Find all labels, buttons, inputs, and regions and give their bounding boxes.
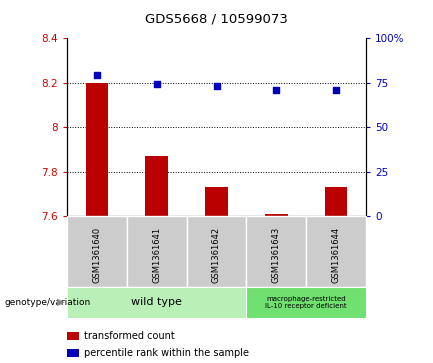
Point — [153, 81, 160, 87]
Bar — [205, 187, 228, 216]
Point — [333, 87, 339, 93]
Bar — [265, 214, 288, 216]
Text: GSM1361642: GSM1361642 — [212, 227, 221, 283]
Text: GSM1361643: GSM1361643 — [272, 227, 281, 283]
Text: genotype/variation: genotype/variation — [4, 298, 90, 307]
Text: GDS5668 / 10599073: GDS5668 / 10599073 — [145, 13, 288, 26]
Text: percentile rank within the sample: percentile rank within the sample — [84, 348, 249, 358]
Text: wild type: wild type — [131, 297, 182, 307]
Point — [213, 83, 220, 89]
Text: macrophage-restricted
IL-10 receptor deficient: macrophage-restricted IL-10 receptor def… — [265, 296, 347, 309]
Text: GSM1361644: GSM1361644 — [332, 227, 340, 283]
Point — [94, 73, 100, 78]
Text: GSM1361641: GSM1361641 — [152, 227, 161, 283]
Bar — [325, 187, 347, 216]
Text: ▶: ▶ — [57, 297, 65, 307]
Bar — [145, 156, 168, 216]
Text: transformed count: transformed count — [84, 331, 174, 341]
Point — [273, 87, 280, 93]
Bar — [86, 83, 108, 216]
Text: GSM1361640: GSM1361640 — [93, 227, 101, 283]
